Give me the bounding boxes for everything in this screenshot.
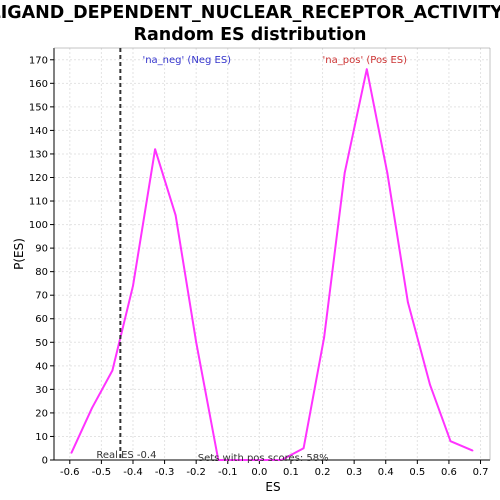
y-tick-label: 170 [29,55,48,66]
data-point-10 [280,459,283,461]
data-point-16 [407,301,409,304]
x-tick-label: 0.3 [346,467,362,478]
data-point-8 [238,459,240,461]
data-point-3 [132,284,134,287]
data-point-6 [195,341,197,344]
data-point-0 [70,452,73,454]
real-es-label: Real ES -0.4 [96,450,156,461]
y-tick-label: 80 [35,267,48,278]
y-tick-label: 20 [35,408,48,419]
x-tick-label: 0.1 [283,467,299,478]
annotations-layer: Real ES -0.4 'na_neg' (Neg ES) 'na_pos' (P… [96,55,407,464]
data-point-11 [302,447,305,450]
x-tick-label: 0.0 [251,467,267,478]
x-tick-label: 0.5 [409,467,425,478]
y-tick-label: 10 [35,432,48,443]
annotation-1: 'na_pos' (Pos ES) [323,55,408,66]
data-point-1 [91,407,93,410]
data-point-7 [217,459,220,461]
series-line-0 [70,68,473,461]
y-tick-label: 120 [29,173,48,184]
data-point-2 [111,369,114,372]
x-tick-label: 0.2 [315,467,331,478]
y-tick-label: 90 [35,244,48,255]
y-tick-label: 150 [29,102,48,113]
annotation-2: Sets with pos scores: 58% [198,453,329,464]
data-point-5 [174,214,177,216]
data-point-9 [258,459,261,461]
chart-title-line1: LIGAND_DEPENDENT_NUCLEAR_RECEPTOR_ACTIVI… [0,3,500,23]
y-axis-title: P(ES) [12,238,26,270]
y-tick-label: 40 [35,361,48,372]
x-tick-label: -0.3 [155,467,175,478]
x-tick-label: 0.6 [441,467,457,478]
x-tick-label: -0.4 [123,467,143,478]
data-point-15 [386,171,389,174]
y-tick-label: 100 [29,220,48,231]
data-point-12 [323,336,325,339]
y-tick-label: 50 [35,338,48,349]
annotation-0: 'na_neg' (Neg ES) [142,55,231,66]
x-tick-label: 0.4 [378,467,394,478]
x-tick-label: -0.5 [92,467,112,478]
y-tick-label: 160 [29,79,48,90]
chart-title-line2: Random ES distribution [133,25,366,45]
x-axis-title: ES [265,480,280,494]
data-point-13 [343,171,346,174]
y-tick-label: 140 [29,126,48,137]
y-axis-ticks: 0 10 20 30 40 50 60 70 80 90 100 110 120 130 140 150 160… [29,55,54,467]
y-tick-label: 110 [29,197,48,208]
y-tick-label: 130 [29,149,48,160]
y-tick-label: 30 [35,385,48,396]
x-axis-ticks: -0.6 -0.5 -0.4 -0.3 -0.2 -0.1 0.0 0.1 0.2 0.3 0.4 0… [60,460,488,478]
grid-lines [54,48,490,461]
y-tick-label: 0 [42,456,48,467]
data-point-19 [471,449,474,452]
data-point-18 [449,440,452,442]
y-tick-label: 60 [35,314,48,325]
series-layer [70,48,474,461]
data-point-4 [154,148,156,151]
x-tick-label: -0.1 [218,467,238,478]
x-tick-label: -0.2 [186,467,206,478]
x-tick-label: 0.7 [473,467,489,478]
data-point-14 [365,68,368,70]
x-tick-label: -0.6 [60,467,80,478]
data-point-17 [429,383,431,386]
y-tick-label: 70 [35,291,48,302]
